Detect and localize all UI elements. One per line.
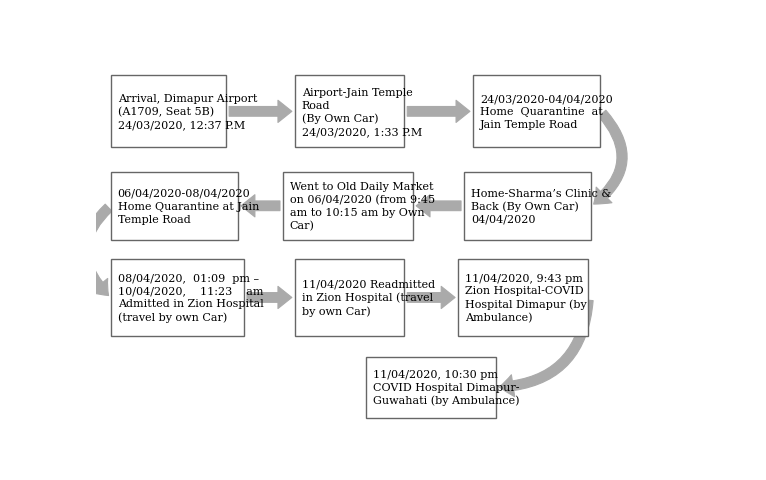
Text: 11/04/2020, 9:43 pm
Zion Hospital-COVID
Hospital Dimapur (by
Ambulance): 11/04/2020, 9:43 pm Zion Hospital-COVID … — [465, 273, 587, 323]
FancyBboxPatch shape — [458, 259, 588, 336]
Text: Arrival, Dimapur Airport
(A1709, Seat 5B)
24/03/2020, 12:37 P.M: Arrival, Dimapur Airport (A1709, Seat 5B… — [118, 94, 257, 130]
FancyArrowPatch shape — [229, 101, 292, 123]
Text: 11/04/2020, 10:30 pm
COVID Hospital Dimapur-
Guwahati (by Ambulance): 11/04/2020, 10:30 pm COVID Hospital Dima… — [373, 369, 519, 406]
FancyBboxPatch shape — [473, 76, 601, 148]
FancyBboxPatch shape — [110, 172, 238, 240]
Text: 11/04/2020 Readmitted
in Zion Hospital (travel
by own Car): 11/04/2020 Readmitted in Zion Hospital (… — [302, 279, 435, 316]
FancyBboxPatch shape — [110, 259, 244, 336]
FancyArrowPatch shape — [247, 287, 292, 309]
FancyBboxPatch shape — [295, 76, 404, 148]
FancyBboxPatch shape — [366, 357, 496, 418]
Text: Airport-Jain Temple
Road
(By Own Car)
24/03/2020, 1:33 P.M: Airport-Jain Temple Road (By Own Car) 24… — [302, 87, 422, 137]
Text: 08/04/2020,  01:09  pm –
10/04/2020,    11:23    am
Admitted in Zion Hospital
(t: 08/04/2020, 01:09 pm – 10/04/2020, 11:23… — [118, 273, 264, 323]
FancyArrowPatch shape — [408, 287, 455, 309]
Text: Went to Old Daily Market
on 06/04/2020 (from 9:45
am to 10:15 am by Own
Car): Went to Old Daily Market on 06/04/2020 (… — [290, 182, 435, 231]
Text: 24/03/2020-04/04/2020
Home  Quarantine  at
Jain Temple Road: 24/03/2020-04/04/2020 Home Quarantine at… — [480, 95, 613, 130]
FancyArrowPatch shape — [80, 205, 112, 296]
Text: Home-Sharma’s Clinic &
Back (By Own Car)
04/04/2020: Home-Sharma’s Clinic & Back (By Own Car)… — [471, 188, 611, 225]
FancyBboxPatch shape — [283, 172, 414, 240]
FancyArrowPatch shape — [241, 195, 280, 217]
FancyBboxPatch shape — [110, 76, 227, 148]
FancyArrowPatch shape — [594, 111, 627, 204]
FancyArrowPatch shape — [408, 101, 470, 123]
FancyArrowPatch shape — [416, 195, 461, 217]
Text: 06/04/2020-08/04/2020
Home Quarantine at Jain
Temple Road: 06/04/2020-08/04/2020 Home Quarantine at… — [118, 189, 259, 224]
FancyArrowPatch shape — [499, 300, 593, 397]
FancyBboxPatch shape — [295, 259, 404, 336]
FancyBboxPatch shape — [464, 172, 591, 240]
